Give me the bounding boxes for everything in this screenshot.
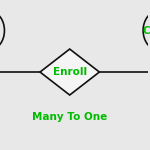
Text: Enroll: Enroll <box>53 67 87 77</box>
Text: Many To One: Many To One <box>32 111 107 122</box>
Ellipse shape <box>0 12 4 49</box>
Text: C: C <box>142 26 150 36</box>
Ellipse shape <box>143 11 150 50</box>
Polygon shape <box>40 49 99 95</box>
